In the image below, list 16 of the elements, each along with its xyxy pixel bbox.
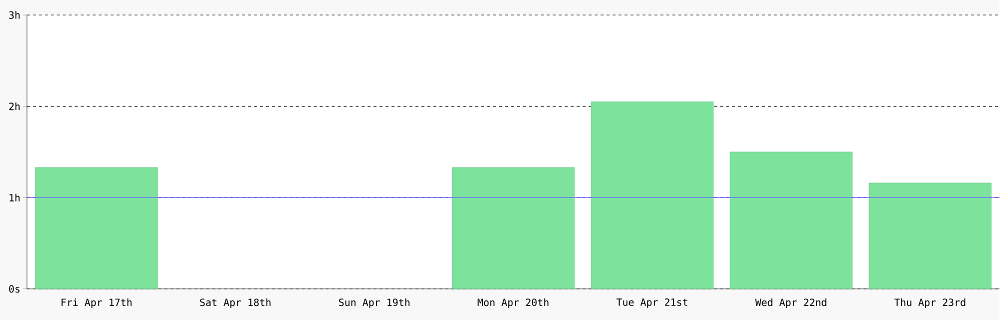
x-tick-label: Sun Apr 19th <box>339 298 410 308</box>
bar <box>452 167 575 290</box>
y-tick-label: 3h <box>9 11 20 19</box>
x-tick-label: Sat Apr 18th <box>200 298 270 308</box>
y-tick-label: 2h <box>9 102 20 110</box>
y-tick-label: 0s <box>9 285 20 293</box>
bar <box>35 167 158 290</box>
x-tick-label: Mon Apr 20th <box>478 298 548 308</box>
bar <box>868 182 992 290</box>
x-tick-label: Fri Apr 17th <box>62 298 132 308</box>
bar <box>590 102 714 290</box>
bar <box>730 152 853 290</box>
x-tick-label: Thu Apr 23rd <box>894 298 966 308</box>
x-tick-label: Wed Apr 22nd <box>755 298 826 308</box>
y-tick-label: 1h <box>10 194 20 202</box>
x-tick-label: Tue Apr 21st <box>616 298 688 308</box>
